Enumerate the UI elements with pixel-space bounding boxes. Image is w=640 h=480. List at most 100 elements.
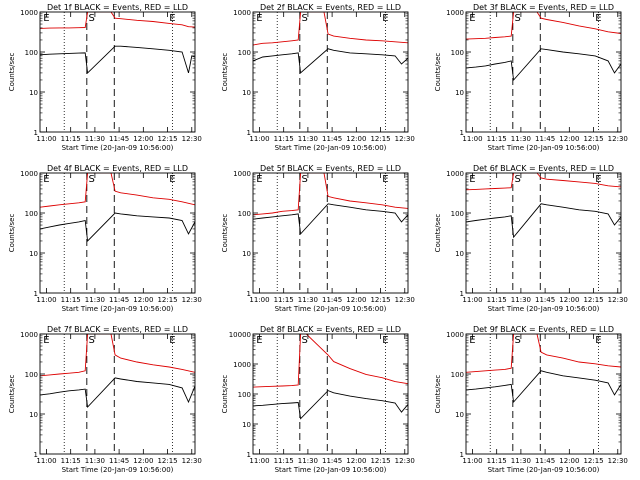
event-marker: S — [514, 174, 520, 185]
series-line — [466, 203, 621, 239]
panel-4: Det 4f BLACK = Events, RED = LLD 1 10 100 10… — [8, 164, 202, 313]
x-tick-label: 11:30 — [511, 296, 531, 304]
x-axis-label: Start Time (20-Jan-09 10:56:00) — [488, 305, 600, 313]
event-marker: S — [301, 335, 307, 346]
x-tick-label: 11:00 — [249, 135, 269, 143]
x-tick-label: 11:30 — [511, 135, 531, 143]
event-marker: E — [469, 335, 475, 346]
x-tick-label: 12:30 — [182, 296, 202, 304]
y-axis-label: Counts/sec — [221, 53, 229, 92]
series-line — [253, 203, 408, 235]
event-marker: E — [469, 174, 475, 185]
panel-title: Det 5f BLACK = Events, RED = LLD — [260, 164, 401, 173]
plot-frame — [465, 11, 622, 133]
x-tick-label: 11:15 — [274, 296, 294, 304]
x-tick-label: 11:30 — [85, 457, 105, 465]
series-line — [253, 334, 408, 388]
y-axis-label: Counts/sec — [8, 53, 16, 92]
panel-1: Det 1f BLACK = Events, RED = LLD 1 10 100 10… — [8, 3, 202, 152]
x-tick-label: 11:45 — [109, 296, 129, 304]
y-tick-label: 10 — [29, 250, 38, 258]
x-tick-label: 11:30 — [85, 135, 105, 143]
x-tick-label: 12:15 — [157, 135, 177, 143]
y-tick-label: 1 — [460, 290, 464, 298]
event-marker: S — [88, 174, 94, 185]
event-marker: S — [301, 174, 307, 185]
x-tick-label: 12:30 — [608, 457, 628, 465]
y-tick-label: 10000 — [229, 331, 251, 339]
y-tick-label: 1000 — [20, 9, 38, 17]
x-tick-label: 11:00 — [36, 457, 56, 465]
x-tick-label: 12:30 — [395, 135, 415, 143]
panel-title: Det 6f BLACK = Events, RED = LLD — [473, 164, 614, 173]
plot-frame — [465, 333, 622, 455]
event-marker: E — [169, 335, 175, 346]
x-tick-label: 12:00 — [133, 457, 153, 465]
event-marker: E — [43, 335, 49, 346]
series-line — [40, 377, 195, 408]
panel-title: Det 3f BLACK = Events, RED = LLD — [473, 3, 614, 12]
panel-2: Det 2f BLACK = Events, RED = LLD 1 10 100 10… — [221, 3, 415, 152]
x-tick-label: 11:45 — [322, 135, 342, 143]
event-marker: E — [469, 13, 475, 24]
y-tick-label: 100 — [25, 210, 38, 218]
y-tick-label: 1000 — [20, 331, 38, 339]
x-tick-label: 11:15 — [274, 135, 294, 143]
y-axis-label: Counts/sec — [221, 375, 229, 414]
y-tick-label: 1 — [247, 129, 251, 137]
event-marker: E — [256, 13, 262, 24]
event-marker: E — [169, 13, 175, 24]
x-tick-label: 11:45 — [535, 296, 555, 304]
x-tick-label: 11:00 — [36, 296, 56, 304]
y-axis-label: Counts/sec — [8, 375, 16, 414]
x-tick-label: 12:30 — [395, 457, 415, 465]
x-tick-label: 12:00 — [346, 296, 366, 304]
series-line — [40, 45, 195, 74]
y-tick-label: 10 — [455, 89, 464, 97]
x-tick-label: 12:30 — [182, 135, 202, 143]
plot-frame — [465, 172, 622, 294]
y-tick-label: 100 — [238, 49, 251, 57]
x-tick-label: 11:00 — [462, 135, 482, 143]
x-tick-label: 11:30 — [298, 135, 318, 143]
x-axis-label: Start Time (20-Jan-09 10:56:00) — [62, 466, 174, 474]
y-tick-label: 10 — [242, 421, 251, 429]
y-tick-label: 10 — [242, 89, 251, 97]
event-marker: E — [43, 13, 49, 24]
series-line — [253, 173, 408, 216]
y-tick-label: 100 — [25, 49, 38, 57]
series-line — [40, 212, 195, 242]
x-tick-label: 12:15 — [157, 457, 177, 465]
event-marker: S — [88, 335, 94, 346]
x-tick-label: 11:45 — [535, 135, 555, 143]
x-tick-label: 12:15 — [583, 457, 603, 465]
plot-frame — [39, 172, 196, 294]
x-axis-label: Start Time (20-Jan-09 10:56:00) — [488, 144, 600, 152]
x-tick-label: 11:45 — [109, 135, 129, 143]
y-tick-label: 1 — [247, 290, 251, 298]
y-tick-label: 1000 — [20, 170, 38, 178]
y-tick-label: 1000 — [446, 170, 464, 178]
y-tick-label: 100 — [238, 391, 251, 399]
y-axis-label: Counts/sec — [8, 214, 16, 253]
x-axis-label: Start Time (20-Jan-09 10:56:00) — [62, 144, 174, 152]
event-marker: S — [301, 13, 307, 24]
x-tick-label: 11:15 — [487, 457, 507, 465]
y-tick-label: 1000 — [446, 331, 464, 339]
panel-title: Det 7f BLACK = Events, RED = LLD — [47, 325, 188, 334]
y-tick-label: 100 — [451, 210, 464, 218]
series-line — [253, 12, 408, 46]
series-line — [253, 390, 408, 420]
panel-title: Det 9f BLACK = Events, RED = LLD — [473, 325, 614, 334]
x-tick-label: 12:00 — [133, 296, 153, 304]
y-axis-label: Counts/sec — [434, 375, 442, 414]
panel-title: Det 1f BLACK = Events, RED = LLD — [47, 3, 188, 12]
y-tick-label: 1000 — [233, 170, 251, 178]
plot-frame — [252, 11, 409, 133]
y-tick-label: 10 — [29, 89, 38, 97]
x-tick-label: 11:15 — [61, 457, 81, 465]
plot-frame — [39, 333, 196, 455]
x-tick-label: 11:00 — [462, 296, 482, 304]
plot-frame — [252, 333, 409, 455]
panel-title: Det 4f BLACK = Events, RED = LLD — [47, 164, 188, 173]
